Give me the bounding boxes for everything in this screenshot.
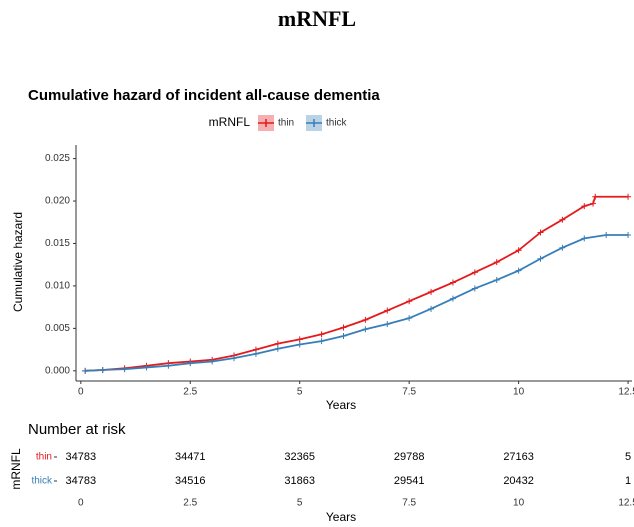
censor-mark <box>384 321 391 328</box>
censor-mark <box>428 305 435 312</box>
y-tick-label: 0.010 <box>45 281 70 292</box>
legend-label: thick <box>326 118 348 129</box>
risk-value: 34783 <box>66 475 97 487</box>
censor-mark <box>82 367 89 374</box>
legend-line <box>258 119 274 127</box>
censor-mark <box>625 193 632 200</box>
censor-mark <box>590 200 597 207</box>
censor-mark <box>362 326 369 333</box>
risk-x-tick-label: 5 <box>297 498 303 509</box>
legend-title: mRNFL <box>209 115 251 129</box>
censor-mark <box>296 341 303 348</box>
censor-mark <box>209 358 216 365</box>
censor-mark <box>449 295 456 302</box>
censor-mark <box>121 366 128 373</box>
censor-mark <box>165 362 172 369</box>
censor-mark <box>581 203 588 210</box>
y-tick-label: 0.025 <box>45 153 70 164</box>
censor-mark <box>625 231 632 238</box>
censor-mark <box>471 285 478 292</box>
y-axis-label: Cumulative hazard <box>11 212 25 312</box>
risk-x-tick-label: 2.5 <box>183 498 197 509</box>
risk-value: 34516 <box>175 475 206 487</box>
risk-value: 32365 <box>284 451 315 463</box>
risk-table-x-label: Years <box>326 510 356 524</box>
censor-mark <box>493 259 500 266</box>
censor-mark <box>515 247 522 254</box>
censor-mark <box>318 331 325 338</box>
page-title: mRNFL <box>278 6 356 31</box>
censor-mark <box>406 298 413 305</box>
risk-table-y-label: mRNFL <box>9 448 23 490</box>
censor-mark <box>559 244 566 251</box>
censor-mark <box>318 338 325 345</box>
legend-line <box>306 119 322 127</box>
risk-value: 29541 <box>394 475 425 487</box>
risk-value: 34783 <box>66 451 97 463</box>
risk-value: 34471 <box>175 451 206 463</box>
x-tick-label: 10 <box>513 387 525 398</box>
x-tick-label: 12.5 <box>618 387 634 398</box>
censor-mark <box>406 315 413 322</box>
censor-mark <box>493 276 500 283</box>
risk-row-label: thick <box>31 476 53 487</box>
censor-mark <box>592 193 599 200</box>
censor-mark <box>515 267 522 274</box>
risk-value: 1 <box>625 475 631 487</box>
censor-mark <box>537 229 544 236</box>
censor-mark <box>384 307 391 314</box>
x-tick-label: 7.5 <box>402 387 416 398</box>
censor-mark <box>362 316 369 323</box>
y-tick-label: 0.000 <box>45 365 70 376</box>
risk-x-tick-label: 0 <box>78 498 84 509</box>
risk-value: 20432 <box>503 475 534 487</box>
censor-mark <box>296 336 303 343</box>
censor-mark <box>559 216 566 223</box>
censor-mark <box>471 269 478 276</box>
y-tick-label: 0.020 <box>45 196 70 207</box>
line <box>85 195 629 372</box>
risk-x-tick-label: 10 <box>513 498 525 509</box>
risk-value: 31863 <box>284 475 315 487</box>
legend-label: thin <box>278 118 294 129</box>
risk-value: 29788 <box>394 451 425 463</box>
x-axis-label: Years <box>326 398 356 412</box>
censor-mark <box>449 279 456 286</box>
censor-mark <box>274 345 281 352</box>
censor-mark <box>340 324 347 331</box>
risk-x-tick-label: 12.5 <box>618 498 634 509</box>
censor-mark <box>99 366 106 373</box>
x-tick-label: 0 <box>78 387 84 398</box>
y-tick-label: 0.015 <box>45 238 70 249</box>
censor-mark <box>231 355 238 362</box>
line <box>85 234 629 372</box>
x-tick-label: 2.5 <box>183 387 197 398</box>
censor-mark <box>537 255 544 262</box>
censor-mark <box>274 340 281 347</box>
risk-x-tick-label: 7.5 <box>402 498 416 509</box>
censor-mark <box>252 350 259 357</box>
risk-value: 27163 <box>503 451 534 463</box>
censor-mark <box>603 231 610 238</box>
censor-mark <box>340 333 347 340</box>
censor-mark <box>581 235 588 242</box>
y-tick-label: 0.005 <box>45 323 70 334</box>
risk-row-label: thin <box>36 452 52 463</box>
risk-value: 5 <box>625 451 631 463</box>
censor-mark <box>428 288 435 295</box>
x-tick-label: 5 <box>297 387 303 398</box>
chart-title: Cumulative hazard of incident all-cause … <box>28 87 380 104</box>
censor-mark <box>143 364 150 371</box>
risk-table-title: Number at risk <box>28 421 126 438</box>
censor-mark <box>187 360 194 367</box>
